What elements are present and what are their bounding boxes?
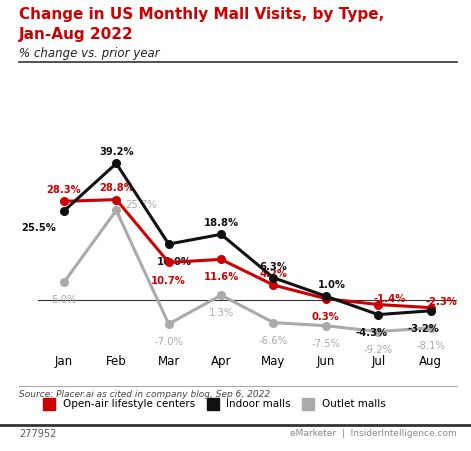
Text: % change vs. prior year: % change vs. prior year [19, 47, 160, 60]
Text: -3.2%: -3.2% [408, 324, 439, 334]
Text: 5.0%: 5.0% [51, 295, 76, 305]
Text: 39.2%: 39.2% [99, 147, 134, 157]
Text: 277952: 277952 [19, 429, 56, 439]
Text: 16.0%: 16.0% [157, 257, 192, 267]
Text: 18.8%: 18.8% [203, 218, 239, 228]
Text: 25.5%: 25.5% [22, 223, 57, 233]
Text: -4.3%: -4.3% [355, 328, 387, 338]
Text: 0.3%: 0.3% [312, 312, 340, 322]
Text: Jan-Aug 2022: Jan-Aug 2022 [19, 27, 134, 42]
Text: Source: Placer.ai as cited in company blog, Sep 6, 2022: Source: Placer.ai as cited in company bl… [19, 390, 270, 399]
Text: eMarketer  |  InsiderIntelligence.com: eMarketer | InsiderIntelligence.com [290, 429, 457, 438]
Text: 10.7%: 10.7% [151, 276, 186, 285]
Text: -2.3%: -2.3% [426, 297, 458, 307]
Text: 1.3%: 1.3% [209, 308, 234, 318]
Text: -6.6%: -6.6% [259, 336, 288, 345]
Text: 4.2%: 4.2% [260, 269, 287, 279]
Text: 25.7%: 25.7% [125, 200, 157, 210]
Text: 11.6%: 11.6% [203, 272, 239, 282]
Text: 28.8%: 28.8% [99, 184, 134, 193]
Text: -9.2%: -9.2% [364, 345, 393, 354]
Text: -1.4%: -1.4% [373, 294, 406, 304]
Text: Change in US Monthly Mall Visits, by Type,: Change in US Monthly Mall Visits, by Typ… [19, 7, 384, 22]
Text: -7.0%: -7.0% [154, 337, 183, 347]
Text: 6.3%: 6.3% [260, 262, 287, 272]
Text: 28.3%: 28.3% [47, 185, 81, 195]
Text: -7.5%: -7.5% [311, 339, 341, 349]
Legend: Open-air lifestyle centers, Indoor malls, Outlet malls: Open-air lifestyle centers, Indoor malls… [34, 395, 390, 414]
Text: 1.0%: 1.0% [317, 280, 345, 290]
Text: -8.1%: -8.1% [416, 341, 445, 351]
